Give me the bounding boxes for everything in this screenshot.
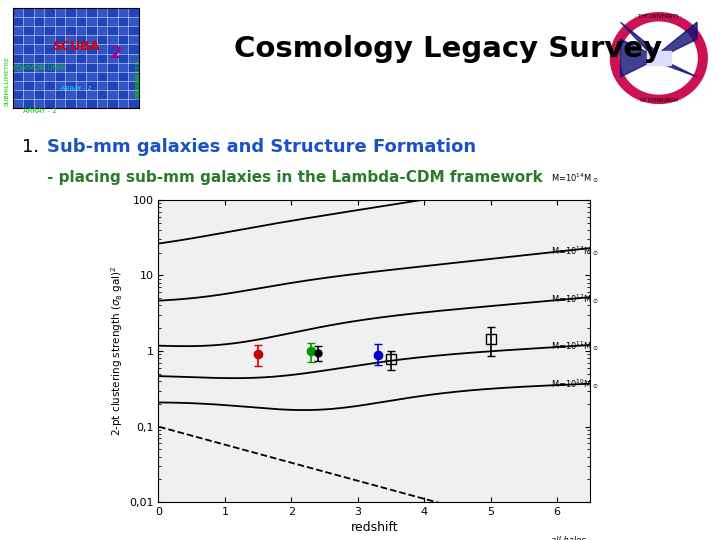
Bar (128, 90, 139, 99)
Y-axis label: 2-pt clustering strength ($\sigma_8$ gal)$^2$: 2-pt clustering strength ($\sigma_8$ gal… (109, 266, 125, 436)
Bar (66, 53, 76, 63)
Text: 1.: 1. (22, 138, 39, 156)
Text: BOLOMETER: BOLOMETER (135, 59, 140, 98)
Text: M=10$^{11}$M$_\odot$: M=10$^{11}$M$_\odot$ (551, 339, 598, 353)
Bar (34, 44, 45, 53)
Text: · OF EDINBURGH ·: · OF EDINBURGH · (637, 98, 680, 103)
Bar (24, 17, 34, 26)
Text: M=10$^{12}$M$_\odot$: M=10$^{12}$M$_\odot$ (551, 292, 598, 306)
Bar (13, 26, 24, 35)
Bar (66, 72, 76, 81)
Text: Sub-mm galaxies and Structure Formation: Sub-mm galaxies and Structure Formation (47, 138, 476, 156)
Text: all halos: all halos (551, 536, 585, 540)
Text: M=10$^{13}$M$_\odot$: M=10$^{13}$M$_\odot$ (551, 244, 598, 258)
Bar (55, 99, 66, 108)
Text: SCUBA: SCUBA (53, 39, 99, 52)
Bar (118, 99, 128, 108)
Bar (76, 81, 86, 90)
Bar (45, 17, 55, 26)
Bar (45, 35, 55, 44)
Bar (55, 26, 66, 35)
Bar (118, 26, 128, 35)
Bar (86, 72, 97, 81)
Bar (76, 26, 86, 35)
Bar (34, 26, 45, 35)
Bar (97, 81, 107, 90)
Text: ARRAY - 2: ARRAY - 2 (22, 108, 57, 114)
Bar (24, 35, 34, 44)
Bar (55, 8, 66, 17)
Text: 2: 2 (111, 45, 122, 60)
Bar (34, 99, 45, 108)
Bar (128, 53, 139, 63)
Bar (13, 8, 24, 17)
Bar (128, 17, 139, 26)
Bar (13, 81, 24, 90)
Bar (107, 72, 118, 81)
Polygon shape (621, 22, 697, 77)
Bar (66, 90, 76, 99)
Bar (107, 53, 118, 63)
Text: · THE UNIVERSITY ·: · THE UNIVERSITY · (636, 14, 682, 19)
Bar (118, 63, 128, 72)
Bar (118, 8, 128, 17)
Bar (86, 35, 97, 44)
Bar (107, 35, 118, 44)
Bar (45, 72, 55, 81)
Bar (107, 90, 118, 99)
Bar (66, 35, 76, 44)
Bar (24, 90, 34, 99)
Bar (118, 81, 128, 90)
Text: - placing sub-mm galaxies in the Lambda-CDM framework: - placing sub-mm galaxies in the Lambda-… (47, 170, 543, 185)
Bar (128, 72, 139, 81)
Bar (34, 81, 45, 90)
Text: SUBMILLIMETRE: SUBMILLIMETRE (5, 56, 10, 106)
Polygon shape (621, 22, 697, 94)
Bar (76, 63, 86, 72)
Bar (13, 99, 24, 108)
Bar (55, 44, 66, 53)
Bar (55, 81, 66, 90)
Text: M=10$^{10}$M$_\odot$: M=10$^{10}$M$_\odot$ (551, 377, 598, 391)
Bar (13, 44, 24, 53)
Bar (97, 63, 107, 72)
Bar (24, 72, 34, 81)
Bar (45, 90, 55, 99)
Bar (86, 17, 97, 26)
Bar (86, 90, 97, 99)
Text: M=10$^{14}$M$_\odot$: M=10$^{14}$M$_\odot$ (551, 171, 598, 185)
Text: ARRAY - 2: ARRAY - 2 (60, 85, 91, 91)
Bar (97, 99, 107, 108)
Bar (107, 17, 118, 26)
Bar (97, 8, 107, 17)
Bar (34, 8, 45, 17)
Bar (66, 17, 76, 26)
Bar (86, 53, 97, 63)
Text: CAMERA: CAMERA (135, 73, 140, 99)
Bar (45, 53, 55, 63)
Bar (76, 8, 86, 17)
Bar (97, 26, 107, 35)
Bar (34, 63, 45, 72)
Bar (76, 44, 86, 53)
Bar (24, 53, 34, 63)
Bar (55, 63, 66, 72)
Polygon shape (647, 51, 671, 65)
Text: Cosmology Legacy Survey: Cosmology Legacy Survey (234, 35, 662, 63)
Bar (97, 44, 107, 53)
Polygon shape (611, 13, 707, 103)
Text: COMMON-USER: COMMON-USER (13, 64, 67, 71)
Bar (118, 44, 128, 53)
Bar (128, 35, 139, 44)
Bar (13, 63, 24, 72)
Bar (76, 99, 86, 108)
X-axis label: redshift: redshift (351, 521, 398, 534)
